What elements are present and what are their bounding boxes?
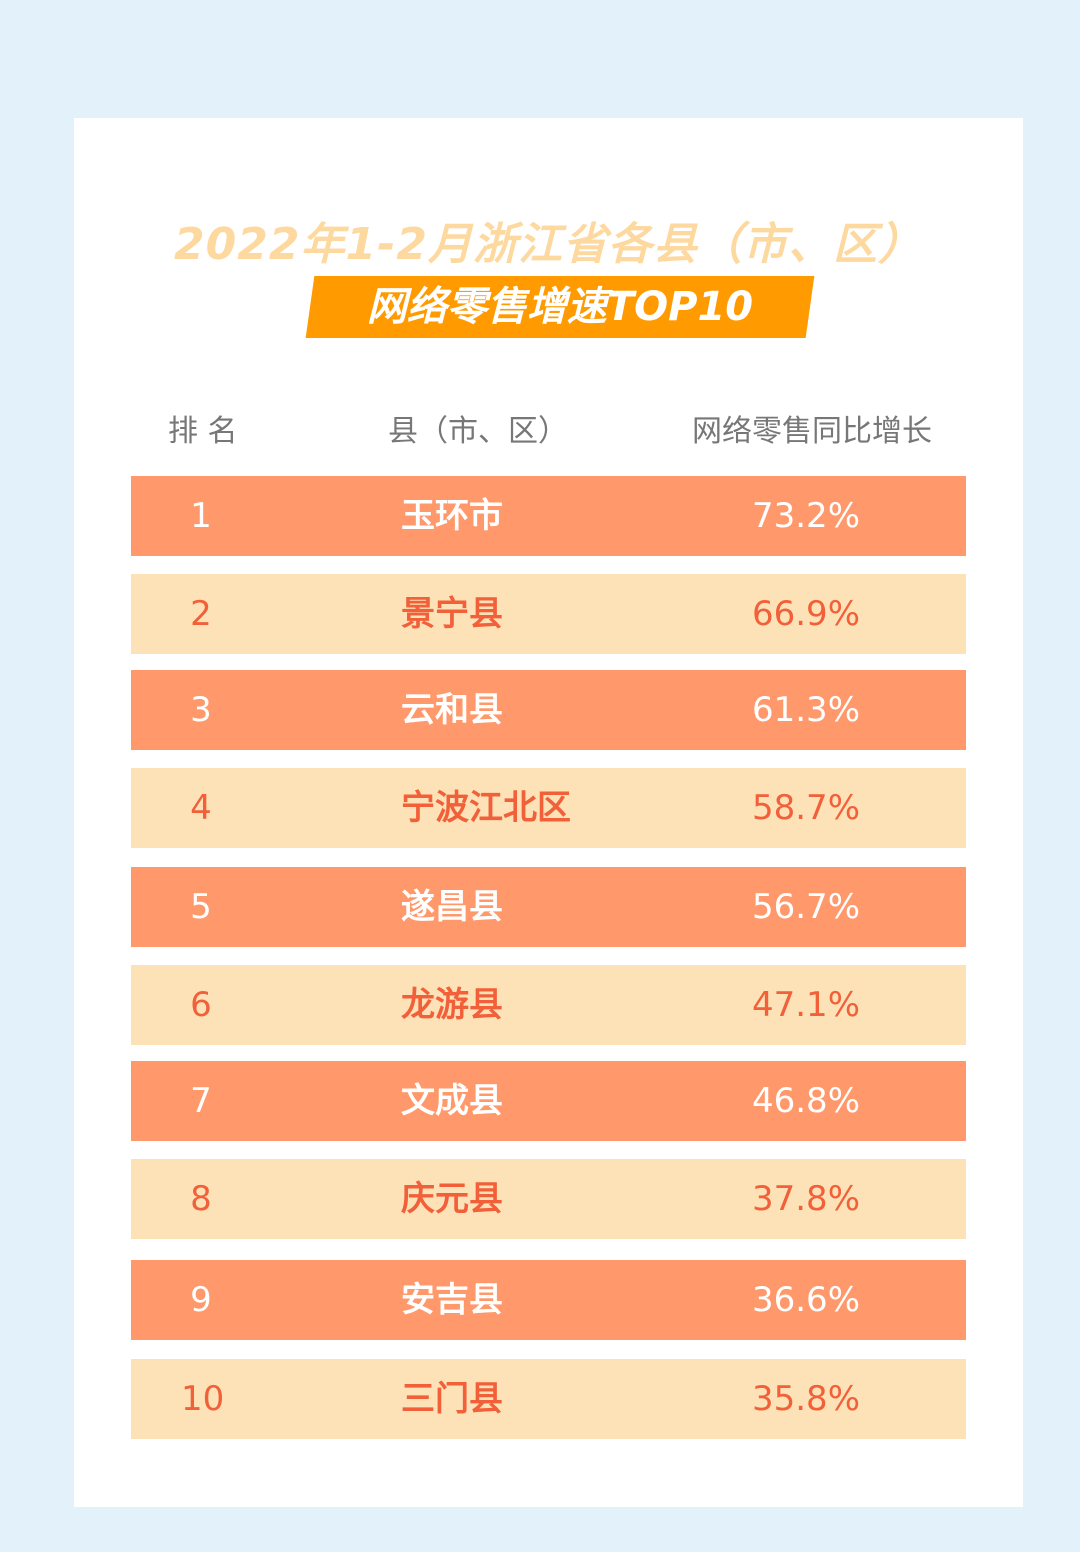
table-row: 4 宁波江北区 58.7% — [131, 768, 966, 848]
cell-val: 36.6% — [751, 1280, 860, 1320]
title-line-2: 网络零售增速TOP10 — [366, 284, 754, 330]
cell-rank: 4 — [190, 788, 212, 828]
header-county: 县（市、区） — [388, 414, 568, 449]
cell-val: 47.1% — [751, 985, 860, 1025]
table-row: 1 玉环市 73.2% — [131, 476, 966, 556]
table-row: 2 景宁县 66.9% — [131, 574, 966, 654]
cell-rank: 1 — [190, 496, 212, 536]
table-row: 8 庆元县 37.8% — [131, 1159, 966, 1239]
cell-name: 云和县 — [401, 690, 503, 730]
cell-rank: 6 — [190, 985, 212, 1025]
title-line-1: 2022年1-2月浙江省各县（市、区） — [174, 219, 923, 270]
table-row: 6 龙游县 47.1% — [131, 965, 966, 1045]
table-row: 7 文成县 46.8% — [131, 1061, 966, 1141]
cell-rank: 5 — [190, 887, 212, 927]
cell-val: 66.9% — [751, 594, 860, 634]
cell-rank: 3 — [190, 690, 212, 730]
header-growth: 网络零售同比增长 — [692, 414, 932, 449]
cell-val: 35.8% — [751, 1379, 860, 1419]
cell-val: 73.2% — [751, 496, 860, 536]
cell-name: 庆元县 — [401, 1179, 503, 1219]
cell-rank: 10 — [181, 1379, 225, 1419]
cell-name: 玉环市 — [401, 496, 503, 536]
cell-val: 61.3% — [751, 690, 860, 730]
table-row: 5 遂昌县 56.7% — [131, 867, 966, 947]
cell-val: 58.7% — [751, 788, 860, 828]
cell-name: 遂昌县 — [401, 887, 503, 927]
cell-name: 景宁县 — [401, 594, 503, 634]
cell-rank: 2 — [190, 594, 212, 634]
table-row: 9 安吉县 36.6% — [131, 1260, 966, 1340]
cell-rank: 7 — [190, 1081, 212, 1121]
infographic-card: 2022年1-2月浙江省各县（市、区） 网络零售增速TOP10 排 名 县（市、… — [74, 118, 1023, 1507]
cell-val: 37.8% — [751, 1179, 860, 1219]
header-rank: 排 名 — [168, 414, 238, 449]
cell-rank: 9 — [190, 1280, 212, 1320]
cell-name: 三门县 — [401, 1379, 503, 1419]
cell-val: 46.8% — [751, 1081, 860, 1121]
cell-rank: 8 — [190, 1179, 212, 1219]
cell-name: 文成县 — [401, 1081, 503, 1121]
cell-val: 56.7% — [751, 887, 860, 927]
table-row: 3 云和县 61.3% — [131, 670, 966, 750]
cell-name: 龙游县 — [401, 985, 503, 1025]
cell-name: 安吉县 — [401, 1280, 503, 1320]
cell-name: 宁波江北区 — [401, 788, 571, 828]
table-row: 10 三门县 35.8% — [131, 1359, 966, 1439]
